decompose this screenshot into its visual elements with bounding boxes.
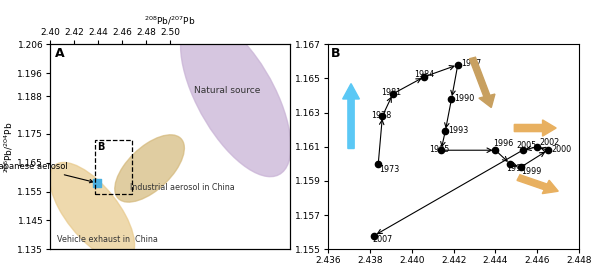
Ellipse shape bbox=[50, 163, 135, 261]
Text: 1993: 1993 bbox=[449, 126, 469, 135]
Text: 2007: 2007 bbox=[372, 235, 392, 243]
FancyArrow shape bbox=[517, 175, 558, 194]
Text: 1996: 1996 bbox=[493, 139, 514, 148]
Text: Japanese aerosol: Japanese aerosol bbox=[0, 162, 93, 183]
Text: Natural source: Natural source bbox=[194, 86, 261, 95]
Text: 2002: 2002 bbox=[539, 138, 559, 147]
Text: 1973: 1973 bbox=[379, 165, 400, 173]
Text: 1978: 1978 bbox=[371, 111, 391, 120]
FancyArrow shape bbox=[469, 57, 495, 107]
Ellipse shape bbox=[181, 16, 291, 177]
Text: A: A bbox=[55, 47, 64, 60]
Bar bbox=[95, 140, 132, 194]
Text: B: B bbox=[97, 142, 104, 152]
Text: 1987: 1987 bbox=[461, 59, 481, 68]
Text: 2000: 2000 bbox=[551, 145, 571, 154]
Text: 2005: 2005 bbox=[517, 142, 537, 150]
Text: Vehicle exhaust in  China: Vehicle exhaust in China bbox=[57, 235, 158, 244]
Text: 1981: 1981 bbox=[381, 88, 401, 97]
FancyArrow shape bbox=[343, 84, 359, 148]
X-axis label: $^{208}$Pb/$^{207}$Pb: $^{208}$Pb/$^{207}$Pb bbox=[144, 14, 196, 27]
FancyArrow shape bbox=[514, 120, 556, 136]
Text: B: B bbox=[331, 47, 340, 60]
Text: 1997: 1997 bbox=[506, 164, 527, 173]
Text: 1984: 1984 bbox=[414, 70, 434, 79]
Point bbox=[92, 181, 102, 185]
Text: 1995: 1995 bbox=[430, 145, 450, 154]
Text: Industrial aerosol in China: Industrial aerosol in China bbox=[129, 183, 234, 192]
Text: 1999: 1999 bbox=[522, 167, 542, 176]
Ellipse shape bbox=[115, 135, 184, 202]
Y-axis label: $^{206}$Pb/$^{204}$Pb: $^{206}$Pb/$^{204}$Pb bbox=[2, 121, 15, 173]
Text: 1990: 1990 bbox=[454, 94, 475, 102]
